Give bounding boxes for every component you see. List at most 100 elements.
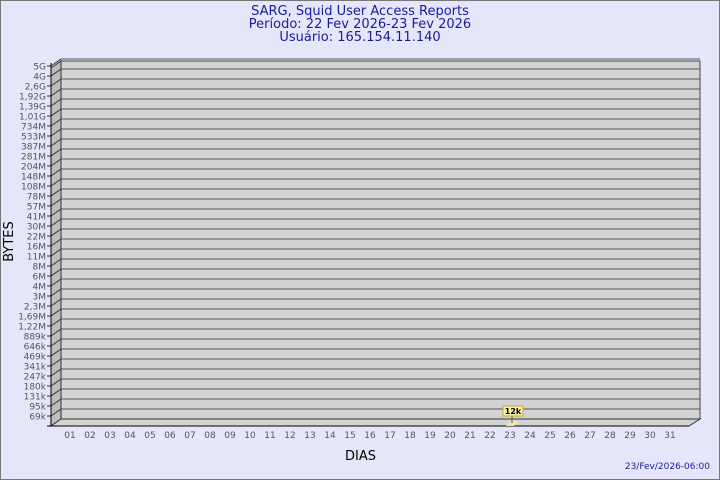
x-tick-label: 06 — [164, 431, 176, 441]
gridline-depth — [50, 348, 62, 357]
chart-subtitle-period: Período: 22 Fev 2026-23 Fev 2026 — [248, 17, 472, 32]
x-tick-label: 02 — [84, 431, 95, 441]
side-wall — [50, 60, 62, 427]
back-wall — [60, 60, 701, 420]
gridline-depth — [50, 158, 62, 167]
y-tick-label: 204M — [21, 163, 46, 173]
x-tick-label: 10 — [244, 431, 256, 441]
y-tick-label: 2,3M — [24, 303, 46, 313]
gridline-depth — [50, 188, 62, 197]
gridline-depth — [50, 218, 62, 227]
gridline-depth — [50, 198, 62, 207]
gridline-depth — [50, 368, 62, 377]
x-tick-label: 16 — [364, 431, 376, 441]
gridline-depth — [50, 178, 62, 187]
y-tick-label: 108M — [21, 183, 46, 193]
y-tick-label: 533M — [21, 133, 46, 143]
y-tick-label: 2,6G — [25, 83, 46, 93]
x-tick-label: 24 — [524, 431, 536, 441]
x-tick-label: 30 — [644, 431, 656, 441]
x-tick-label: 08 — [204, 431, 216, 441]
y-tick-label: 148M — [21, 173, 46, 183]
y-tick-label: 69k — [29, 413, 46, 423]
gridline-depth — [50, 258, 62, 267]
y-tick-label: 1,39G — [19, 103, 46, 113]
gridline-depth — [50, 78, 62, 87]
y-tick-label: 1,01G — [19, 113, 46, 123]
x-tick-label: 29 — [624, 431, 636, 441]
gridline-depth — [50, 308, 62, 317]
gridline-depth — [50, 68, 62, 77]
gridline-depth — [50, 408, 62, 417]
x-axis-label: DIAS — [345, 449, 376, 464]
y-tick-label: 131k — [24, 393, 47, 403]
bar — [506, 421, 519, 426]
y-tick-label: 8M — [33, 263, 47, 273]
gridline-depth — [50, 228, 62, 237]
x-tick-label: 25 — [544, 431, 555, 441]
floor — [49, 418, 702, 427]
x-tick-label: 20 — [444, 431, 456, 441]
y-tick-label: 281M — [21, 153, 46, 163]
x-tick-label: 14 — [324, 431, 336, 441]
x-tick-label: 28 — [604, 431, 616, 441]
gridline-depth — [50, 248, 62, 257]
x-tick-label: 11 — [264, 431, 275, 441]
gridline-depth — [50, 118, 62, 127]
x-tick-label: 15 — [344, 431, 355, 441]
y-tick-label: 5G — [33, 63, 46, 73]
y-tick-label: 41M — [27, 213, 46, 223]
x-tick-label: 04 — [124, 431, 136, 441]
y-tick-label: 1,69M — [18, 313, 46, 323]
x-tick-label: 12 — [284, 431, 295, 441]
y-tick-label: 247k — [24, 373, 47, 383]
y-tick-label: 734M — [21, 123, 46, 133]
gridline-depth — [50, 138, 62, 147]
gridline-depth — [50, 268, 62, 277]
x-tick-label: 22 — [484, 431, 495, 441]
gridline-depth — [50, 88, 62, 97]
chart-title: SARG, Squid User Access Reports — [251, 4, 469, 19]
y-tick-label: 469k — [24, 353, 47, 363]
y-tick-label: 1,92G — [19, 93, 46, 103]
x-tick-label: 07 — [184, 431, 195, 441]
gridline-depth — [50, 148, 62, 157]
x-tick-label: 13 — [304, 431, 315, 441]
x-tick-label: 09 — [224, 431, 236, 441]
x-tick-label: 18 — [404, 431, 416, 441]
y-tick-label: 889k — [24, 333, 47, 343]
gridline-depth — [50, 318, 62, 327]
x-tick-label: 26 — [564, 431, 576, 441]
x-tick-label: 31 — [664, 431, 675, 441]
gridline-depth — [50, 58, 62, 67]
x-tick-label: 21 — [464, 431, 475, 441]
y-tick-label: 180k — [24, 383, 47, 393]
x-tick-label: 03 — [104, 431, 115, 441]
y-tick-label: 11M — [27, 253, 46, 263]
gridline-depth — [50, 338, 62, 347]
x-tick-label: 27 — [584, 431, 595, 441]
bar-label: 12k — [505, 407, 522, 416]
y-tick-label: 57M — [27, 203, 46, 213]
gridline-depth — [50, 238, 62, 247]
x-tick-label: 19 — [424, 431, 436, 441]
gridline-depth — [50, 328, 62, 337]
y-tick-label: 3M — [33, 293, 47, 303]
y-tick-label: 30M — [27, 223, 46, 233]
y-tick-label: 387M — [21, 143, 46, 153]
gridline-depth — [50, 288, 62, 297]
x-tick-label: 17 — [384, 431, 395, 441]
gridline-depth — [50, 98, 62, 107]
x-tick-label: 23 — [504, 431, 515, 441]
bar-label-box — [502, 405, 524, 417]
gridline-depth — [50, 208, 62, 217]
y-tick-label: 341k — [24, 363, 47, 373]
chart-subtitle-user: Usuário: 165.154.11.140 — [279, 30, 441, 45]
gridline-depth — [50, 168, 62, 177]
gridline-depth — [50, 108, 62, 117]
gridline-depth — [50, 128, 62, 137]
y-tick-label: 78M — [27, 193, 46, 203]
gridline-depth — [50, 398, 62, 407]
